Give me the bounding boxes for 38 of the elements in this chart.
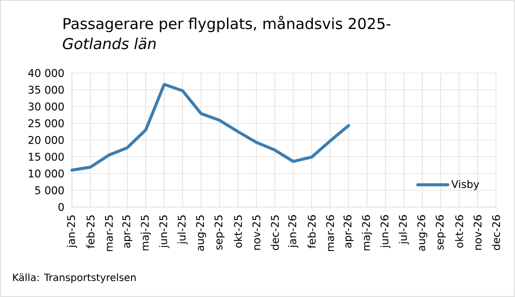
x-tick-label: jul-26 xyxy=(398,215,409,244)
x-tick-label: jun-25 xyxy=(159,215,170,248)
y-tick-label: 10 000 xyxy=(28,170,64,178)
x-tick-label: maj-25 xyxy=(140,215,151,250)
x-tick-label: aug-26 xyxy=(417,215,428,251)
x-tick-label: apr-25 xyxy=(122,215,132,248)
x-tick-label: feb-26 xyxy=(308,215,316,248)
x-tick-label: maj-26 xyxy=(362,215,372,250)
x-tick-label: jan-26 xyxy=(288,215,298,248)
x-tick-label: sep-26 xyxy=(436,215,446,250)
x-tick-label: jun-26 xyxy=(380,215,390,248)
y-tick-label: 35 000 xyxy=(28,86,64,94)
x-tick-label: aug-25 xyxy=(196,215,206,251)
x-tick-label: jul-25 xyxy=(178,215,188,244)
y-tick-label: 25 000 xyxy=(28,119,64,128)
y-tick-label: 5 000 xyxy=(35,186,64,194)
x-tick-label: nov-26 xyxy=(474,215,482,250)
x-tick-label: mar-25 xyxy=(104,215,113,252)
y-tick-label: 40 000 xyxy=(28,69,64,77)
y-tick-label: 20 000 xyxy=(28,136,64,144)
y-tick-label: 15 000 xyxy=(28,152,64,161)
legend-label: Visby xyxy=(451,180,480,190)
x-tick-label: mar-26 xyxy=(326,215,334,252)
x-tick-label: feb-25 xyxy=(86,215,95,248)
x-tick-label: jan-25 xyxy=(66,215,78,248)
x-tick-label: nov-25 xyxy=(252,215,260,250)
x-tick-label: dec-26 xyxy=(492,215,500,250)
x-tick-label: okt-26 xyxy=(455,215,464,248)
chart-subtitle: Gotlands län xyxy=(62,38,156,50)
x-tick-label: sep-25 xyxy=(214,215,224,250)
x-tick-label: okt-25 xyxy=(234,215,242,248)
x-tick-label: apr-26 xyxy=(344,215,354,248)
line-series xyxy=(70,82,350,172)
text: Källa: Transportstyrelsen xyxy=(13,273,136,284)
chart-title: Passagerare per flygplats, månadsvis 2025- xyxy=(64,16,391,32)
x-tick-label: dec-25 xyxy=(270,215,279,250)
y-tick-label: 0 xyxy=(58,203,64,211)
y-tick-label: 30 000 xyxy=(28,102,64,110)
